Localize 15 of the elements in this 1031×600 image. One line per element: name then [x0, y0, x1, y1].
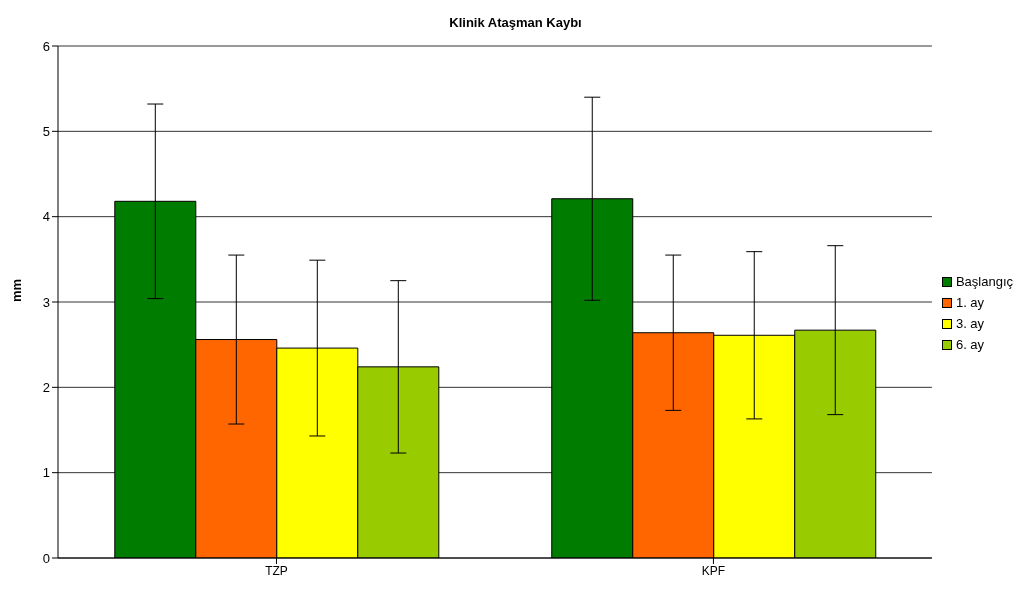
x-tick-label: TZP: [265, 563, 288, 578]
y-tick-label: 6: [42, 38, 50, 54]
y-tick-label: 0: [42, 550, 50, 566]
y-tick-label: 3: [42, 294, 50, 310]
y-axis-title: mm: [8, 278, 24, 302]
legend-label: 6. ay: [955, 337, 985, 352]
x-tick-label: KPF: [701, 563, 726, 578]
y-tick-label: 5: [42, 123, 50, 139]
legend-label: 1. ay: [955, 295, 985, 310]
chart-title: Klinik Ataşman Kaybı: [448, 14, 583, 32]
y-tick-label: 1: [42, 465, 50, 481]
legend-label: 3. ay: [955, 316, 985, 331]
y-tick-label: 4: [42, 209, 50, 225]
y-tick-label: 2: [42, 379, 50, 395]
legend-label: Başlangıç: [955, 274, 1013, 289]
